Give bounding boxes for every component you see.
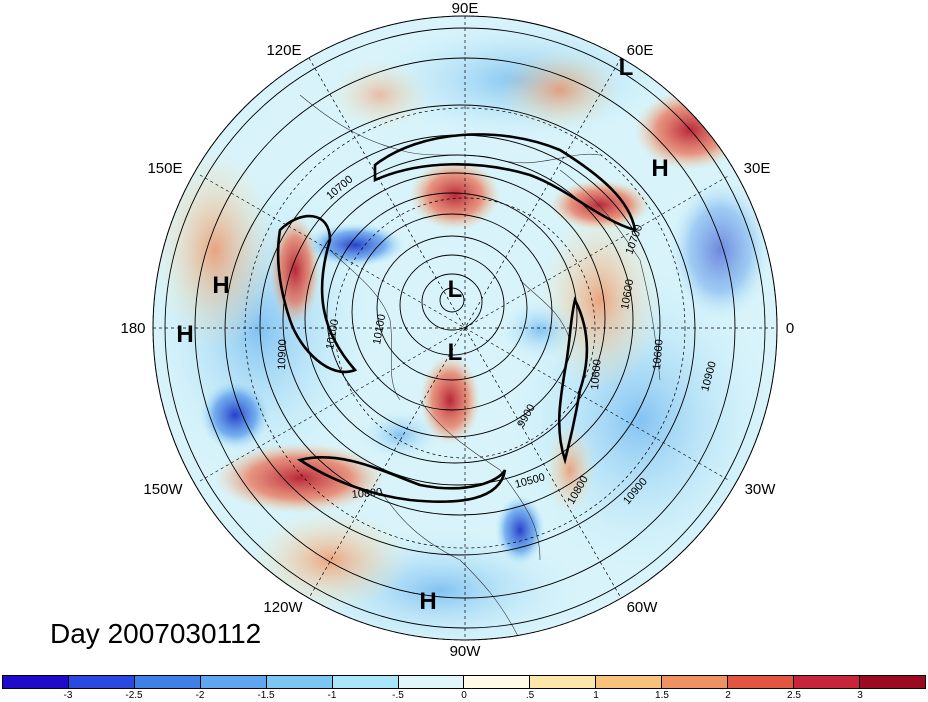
- lon-label-60e: 60E: [627, 42, 654, 59]
- colorbar-swatch: [662, 676, 729, 688]
- colorbar-tick-label: -1.5: [257, 690, 275, 701]
- colorbar-tick-label: 1.5: [655, 690, 669, 701]
- pressure-centers: L H H H L L H: [176, 54, 668, 615]
- colorbar-swatch: [3, 676, 69, 688]
- colorbar-tick-label: -2.5: [125, 690, 143, 701]
- pressure-center-high-30e: H: [651, 155, 668, 182]
- colorbar-tick-label: .5: [525, 690, 535, 701]
- lon-label-180: 180: [120, 320, 145, 337]
- colorbar-tick-label: -1: [327, 690, 337, 701]
- pressure-center-high-180: H: [176, 321, 193, 348]
- longitude-labels: 90E 120E 60E 150E 30E 180 0 150W 30W 120…: [120, 0, 794, 660]
- pressure-center-low-pole-a: L: [448, 276, 463, 303]
- pressure-center-high-90w: H: [419, 588, 436, 615]
- pressure-center-low-pole-b: L: [448, 339, 463, 366]
- colorbar: [2, 675, 926, 689]
- colorbar-tick-label: -.5: [392, 690, 404, 701]
- day-title: Day 2007030112: [50, 618, 262, 649]
- colorbar-swatch: [398, 676, 465, 688]
- lon-label-150w: 150W: [143, 481, 183, 498]
- polar-stereographic-map: 90E 120E 60E 150E 30E 180 0 150W 30W 120…: [120, 0, 794, 660]
- colorbar-swatch: [859, 676, 925, 688]
- colorbar-swatch: [134, 676, 201, 688]
- lon-label-90w: 90W: [450, 643, 482, 660]
- lon-label-60w: 60W: [627, 599, 659, 616]
- lon-label-0: 0: [786, 320, 794, 337]
- lon-label-90e: 90E: [452, 0, 479, 17]
- contour-label: 10100: [324, 318, 341, 350]
- colorbar-swatch: [332, 676, 399, 688]
- pressure-center-low-60e: L: [619, 54, 634, 81]
- colorbar-swatch: [728, 676, 795, 688]
- colorbar-swatch: [68, 676, 135, 688]
- lon-label-30w: 30W: [745, 481, 777, 498]
- colorbar-tick-label: 2: [725, 690, 731, 701]
- contour-label: 10800: [351, 486, 383, 501]
- colorbar-tick-label: -2: [195, 690, 205, 701]
- colorbar-tick-label: 3: [857, 690, 863, 701]
- contour-label: 10600: [651, 339, 666, 371]
- colorbar-swatch: [200, 676, 267, 688]
- jet-core-contours: [276, 133, 637, 503]
- contour-label: 10900: [276, 339, 289, 370]
- lon-label-120e: 120E: [266, 42, 301, 59]
- contour-label: 10600: [589, 359, 604, 391]
- colorbar-swatch: [464, 676, 531, 688]
- lon-label-30e: 30E: [744, 160, 771, 177]
- pressure-center-high-170e: H: [212, 272, 229, 299]
- contour-label: 10100: [371, 313, 388, 345]
- colorbar-swatch: [530, 676, 597, 688]
- contour-label: 10600: [619, 278, 636, 310]
- colorbar-swatch: [794, 676, 860, 688]
- colorbar-tick-label: -3: [63, 690, 73, 701]
- colorbar-swatch: [266, 676, 333, 688]
- colorbar-labels: -3 -2.5 -2 -1.5 -1 -.5 0 .5 1 1.5 2 2.5 3: [2, 690, 926, 702]
- colorbar-swatch: [596, 676, 663, 688]
- lon-label-120w: 120W: [263, 599, 303, 616]
- lon-label-150e: 150E: [147, 160, 182, 177]
- map-border: [152, 15, 778, 641]
- colorbar-tick-label: 1: [593, 690, 599, 701]
- colorbar-tick-label: 0: [461, 690, 467, 701]
- colorbar-tick-label: 2.5: [787, 690, 801, 701]
